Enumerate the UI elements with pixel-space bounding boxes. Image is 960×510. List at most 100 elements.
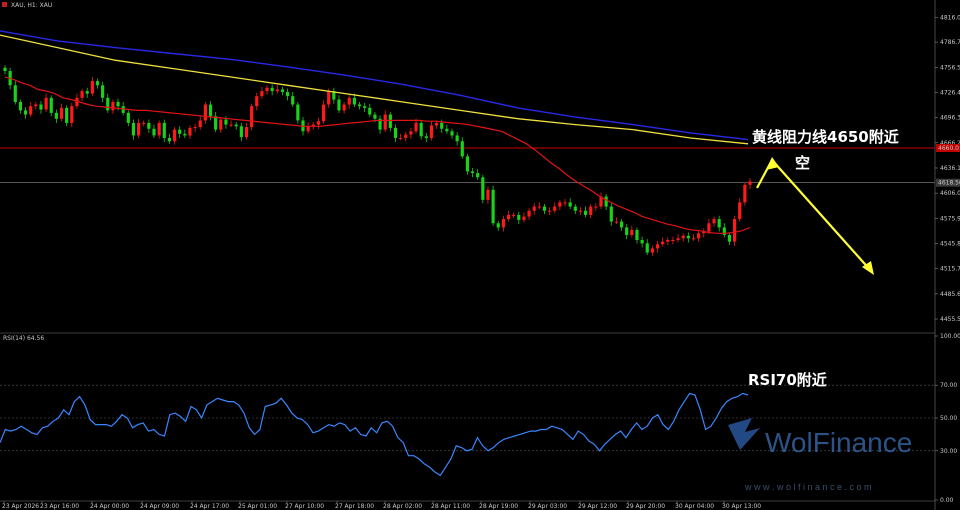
candle-body (496, 223, 500, 228)
candle-body (722, 227, 726, 235)
time-tick-label: 29 Apr 20:00 (626, 503, 665, 510)
forecast-arrow-up-head (766, 157, 779, 170)
candle-body (419, 122, 423, 137)
candle-body (712, 219, 716, 224)
candle-body (388, 114, 392, 128)
candle-body (142, 122, 146, 124)
candle-body (59, 107, 64, 119)
candle-body (630, 229, 634, 235)
candle-body (270, 87, 274, 92)
candle-body (29, 106, 33, 115)
time-tick-label: 28 Apr 02:00 (383, 503, 422, 510)
candle-body (702, 231, 706, 234)
candle-body (342, 104, 346, 111)
candle-body (75, 97, 79, 107)
candle-body (131, 122, 136, 136)
candle-body (440, 122, 444, 129)
time-tick-label: 28 Apr 19:00 (479, 503, 518, 510)
candle-body (44, 97, 48, 110)
candle-body (476, 173, 480, 178)
symbol-icon (2, 2, 7, 7)
candle-body (219, 119, 223, 130)
candle-body (80, 91, 84, 98)
candle-body (126, 112, 130, 123)
resistance-annotation: 黄线阻力线4650附近 (752, 128, 899, 146)
wolf-logo-icon (728, 418, 760, 450)
candle-body (748, 181, 752, 185)
rsi-tick-label: 100.00 (940, 333, 960, 340)
candle-body (90, 81, 94, 94)
candle-body (357, 104, 362, 107)
candle-body (203, 104, 207, 121)
time-tick-label: 23 Apr 2026 (2, 503, 39, 510)
candle-body (491, 189, 495, 224)
candle-body (244, 127, 249, 138)
candle-body (378, 118, 382, 130)
time-tick-label: 27 Apr 18:00 (335, 503, 374, 510)
candle-body (568, 202, 572, 207)
candle-body (614, 221, 619, 223)
candle-body (183, 133, 187, 136)
price-tick-label: 4575.90 (940, 215, 960, 222)
candle-body (599, 196, 603, 207)
candle-body (429, 125, 434, 138)
candle-body (121, 106, 125, 113)
candle-body (424, 136, 428, 138)
candle-body (743, 184, 747, 203)
candle-body (399, 137, 403, 139)
resistance-price-box (936, 144, 960, 152)
candle-body (666, 240, 670, 242)
candle-body (352, 97, 356, 105)
candle-body (578, 210, 583, 212)
candle-body (224, 119, 228, 125)
candle-body (208, 104, 213, 117)
candle-body (337, 99, 341, 111)
watermark-brand: WolFinance (765, 427, 912, 458)
candle-body (214, 116, 218, 130)
candle-body (691, 238, 696, 240)
rsi-tick-label: 30.00 (940, 448, 957, 455)
candle-body (434, 122, 439, 126)
candle-body (34, 104, 38, 107)
candle-body (373, 114, 377, 119)
candle-body (95, 81, 100, 86)
candle-body (152, 128, 156, 136)
forecast-arrow-down-head (862, 261, 874, 275)
candle-body (188, 127, 192, 136)
time-tick-label: 23 Apr 16:00 (40, 503, 79, 510)
candle-body (594, 206, 598, 208)
price-tick-label: 4606.00 (940, 190, 960, 197)
candle-body (321, 104, 326, 122)
candle-body (717, 219, 721, 228)
time-tick-label: 28 Apr 11:00 (431, 503, 470, 510)
candle-body (409, 131, 413, 135)
candle-body (486, 189, 490, 200)
candle-body (553, 206, 557, 211)
candle-body (39, 104, 43, 110)
candle-body (655, 244, 660, 249)
price-tick-label: 4696.30 (940, 115, 960, 122)
candle-body (178, 129, 182, 134)
candle-body (111, 102, 115, 111)
candle-body (676, 238, 680, 240)
candle-body (470, 171, 475, 174)
time-tick-label: 27 Apr 10:00 (285, 503, 324, 510)
time-tick-label: 30 Apr 13:00 (722, 503, 761, 510)
ma-yellow-line (0, 34, 749, 145)
candle-body (260, 91, 264, 97)
candle-body (363, 106, 367, 108)
time-tick-label: 24 Apr 00:00 (90, 503, 129, 510)
candle-body (481, 177, 485, 200)
candle-body (65, 107, 69, 123)
candle-body (162, 122, 166, 138)
current-price-label: 4618.50 (938, 180, 960, 187)
candle-body (54, 112, 58, 119)
candle-body (542, 206, 547, 211)
candle-body (393, 127, 398, 138)
candle-body (167, 137, 172, 142)
symbol-header: XAU, H1: XAU (11, 2, 52, 9)
candle-body (686, 235, 690, 239)
rsi-tick-label: 50.00 (940, 415, 957, 422)
